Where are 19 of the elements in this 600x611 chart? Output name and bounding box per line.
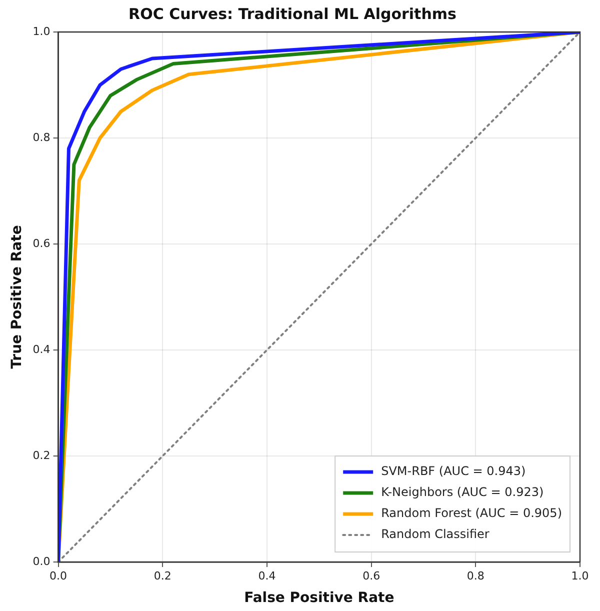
chart-title: ROC Curves: Traditional ML Algorithms: [128, 4, 457, 23]
y-axis-title: True Positive Rate: [9, 225, 26, 369]
x-tick-label: 0.2: [154, 569, 172, 582]
x-tick-label: 0.4: [258, 569, 276, 582]
legend-label: Random Classifier: [381, 527, 490, 542]
y-tick-label: 1.0: [32, 24, 50, 38]
x-axis-title: False Positive Rate: [244, 590, 394, 606]
x-tick-label: 0.8: [466, 569, 484, 582]
legend-label: SVM-RBF (AUC = 0.943): [381, 464, 526, 478]
legend-label: K-Neighbors (AUC = 0.923): [381, 485, 544, 500]
y-tick-label: 0.8: [32, 130, 50, 144]
x-tick-label: 0.6: [362, 569, 380, 582]
y-tick-label: 0.6: [32, 236, 50, 250]
y-tick-label: 0.4: [32, 342, 50, 356]
legend-label: Random Forest (AUC = 0.905): [381, 506, 562, 520]
y-tick-label: 0.0: [32, 554, 50, 568]
x-tick-label: 1.0: [571, 569, 589, 582]
x-tick-label: 0.0: [50, 569, 68, 582]
y-tick-label: 0.2: [32, 448, 50, 462]
